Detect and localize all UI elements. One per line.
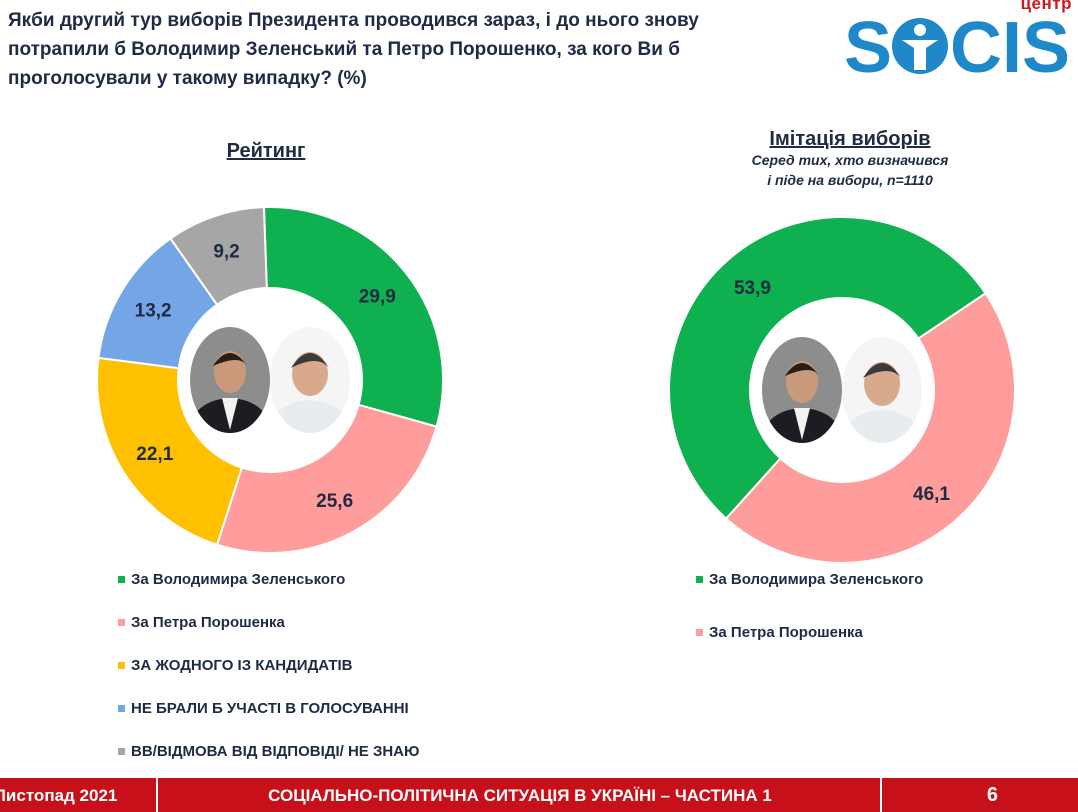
poroshenko-portrait: [842, 337, 922, 443]
legend-swatch: [118, 747, 125, 755]
legend-swatch: [118, 618, 125, 626]
legend-swatch: [696, 628, 703, 636]
page-number: 6: [986, 784, 998, 806]
legend-item: ЗА ЖОДНОГО ІЗ КАНДИДАТІВ: [118, 654, 419, 676]
legend-item: ВВ/ВІДМОВА ВІД ВІДПОВІДІ/ НЕ ЗНАЮ: [118, 740, 419, 762]
legend-swatch: [118, 575, 125, 583]
legend-item: За Петра Порошенка: [696, 621, 923, 643]
zelensky-portrait: [190, 327, 270, 433]
logo-centr-text: центр: [1020, 0, 1072, 13]
donut-slice: [724, 291, 1016, 564]
socis-logo: центр S CIS: [840, 0, 1078, 88]
donut-chart-election-simulation: 53,9 46,1: [668, 216, 1016, 564]
panel-left-title: Рейтинг: [226, 140, 306, 162]
slice-value-label: 13,2: [135, 300, 172, 321]
slice-value-label: 46,1: [913, 484, 950, 505]
donut-slice: [262, 206, 444, 428]
donut-chart-rating: 29,9 25,6 22,1 13,2 9,2: [96, 206, 444, 554]
legend-rating: За Володимира Зеленського За Петра Пороше…: [118, 568, 419, 783]
footer-date: Листопад 2021: [0, 786, 118, 805]
legend-item: За Петра Порошенка: [118, 611, 419, 633]
slice-value-label: 9,2: [213, 242, 239, 263]
slice-value-label: 25,6: [316, 491, 353, 512]
slice-value-label: 29,9: [359, 287, 396, 308]
person-figure-icon: [892, 18, 948, 74]
legend-item: За Володимира Зеленського: [696, 568, 923, 590]
legend-swatch: [696, 575, 703, 583]
legend-swatch: [118, 704, 125, 712]
panel-right-subtitle-2: і піде на вибори, n=1110: [767, 172, 933, 188]
legend-item: За Володимира Зеленського: [118, 568, 419, 590]
poroshenko-portrait: [270, 327, 350, 433]
legend-label: ЗА ЖОДНОГО ІЗ КАНДИДАТІВ: [131, 656, 353, 674]
legend-label: За Володимира Зеленського: [709, 570, 924, 588]
donut-slice: [215, 403, 438, 554]
slice-value-label: 22,1: [136, 444, 173, 465]
legend-election-simulation: За Володимира Зеленського За Петра Пороше…: [696, 568, 923, 674]
footer-bar: Листопад 2021 СОЦІАЛЬНО-ПОЛІТИЧНА СИТУАЦ…: [0, 778, 1078, 812]
panel-right-title: Імітація виборів: [769, 128, 931, 150]
footer-title: СОЦІАЛЬНО-ПОЛІТИЧНА СИТУАЦІЯ В УКРАЇНІ –…: [268, 786, 772, 805]
svg-text:S: S: [844, 8, 892, 88]
zelensky-portrait: [762, 337, 842, 443]
survey-question: Якби другий тур виборів Президента прово…: [8, 10, 699, 89]
legend-label: ВВ/ВІДМОВА ВІД ВІДПОВІДІ/ НЕ ЗНАЮ: [131, 742, 420, 760]
legend-swatch: [118, 661, 125, 669]
legend-item: НЕ БРАЛИ Б УЧАСТІ В ГОЛОСУВАННІ: [118, 697, 419, 719]
legend-label: За Петра Порошенка: [709, 623, 863, 641]
svg-text:CIS: CIS: [950, 8, 1070, 88]
footer-divider: [156, 778, 158, 812]
legend-label: За Петра Порошенка: [131, 613, 285, 631]
slice-value-label: 53,9: [734, 278, 771, 299]
legend-label: НЕ БРАЛИ Б УЧАСТІ В ГОЛОСУВАННІ: [131, 699, 409, 717]
donut-slice: [169, 206, 268, 307]
panel-right-subtitle-1: Серед тих, хто визначився: [751, 152, 949, 168]
socis-wordmark: S CIS: [844, 8, 1070, 88]
legend-label: За Володимира Зеленського: [131, 570, 346, 588]
footer-divider: [880, 778, 882, 812]
donut-slice: [668, 216, 987, 520]
donut-slice: [96, 356, 244, 546]
